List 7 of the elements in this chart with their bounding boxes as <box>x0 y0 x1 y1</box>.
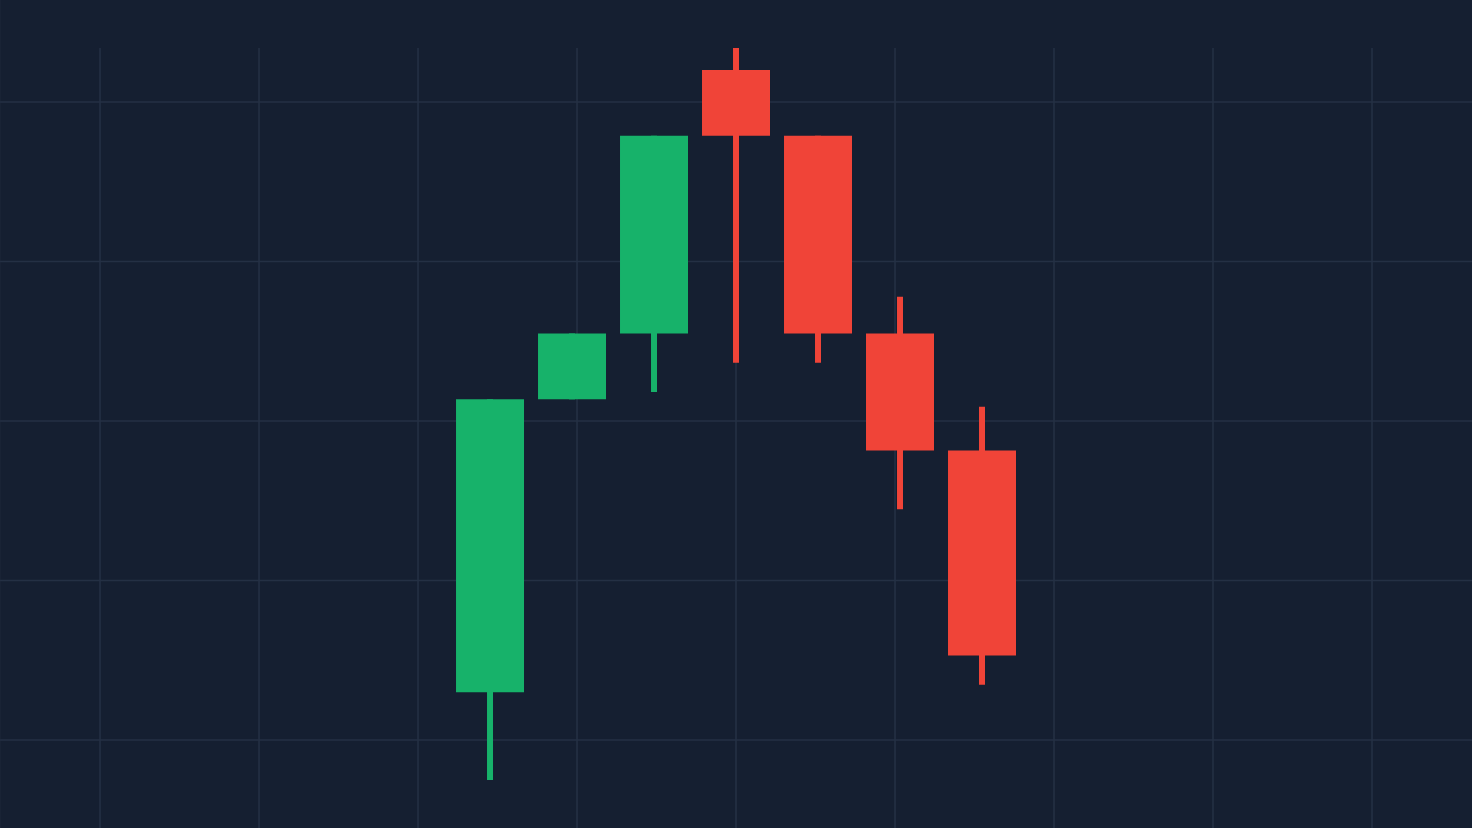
candlestick <box>784 135 853 363</box>
candlestick <box>538 333 607 400</box>
candlestick <box>948 406 1017 685</box>
candlestick <box>620 135 689 393</box>
candlestick <box>866 296 935 510</box>
candlestick <box>702 47 771 363</box>
candlestick <box>456 399 525 780</box>
